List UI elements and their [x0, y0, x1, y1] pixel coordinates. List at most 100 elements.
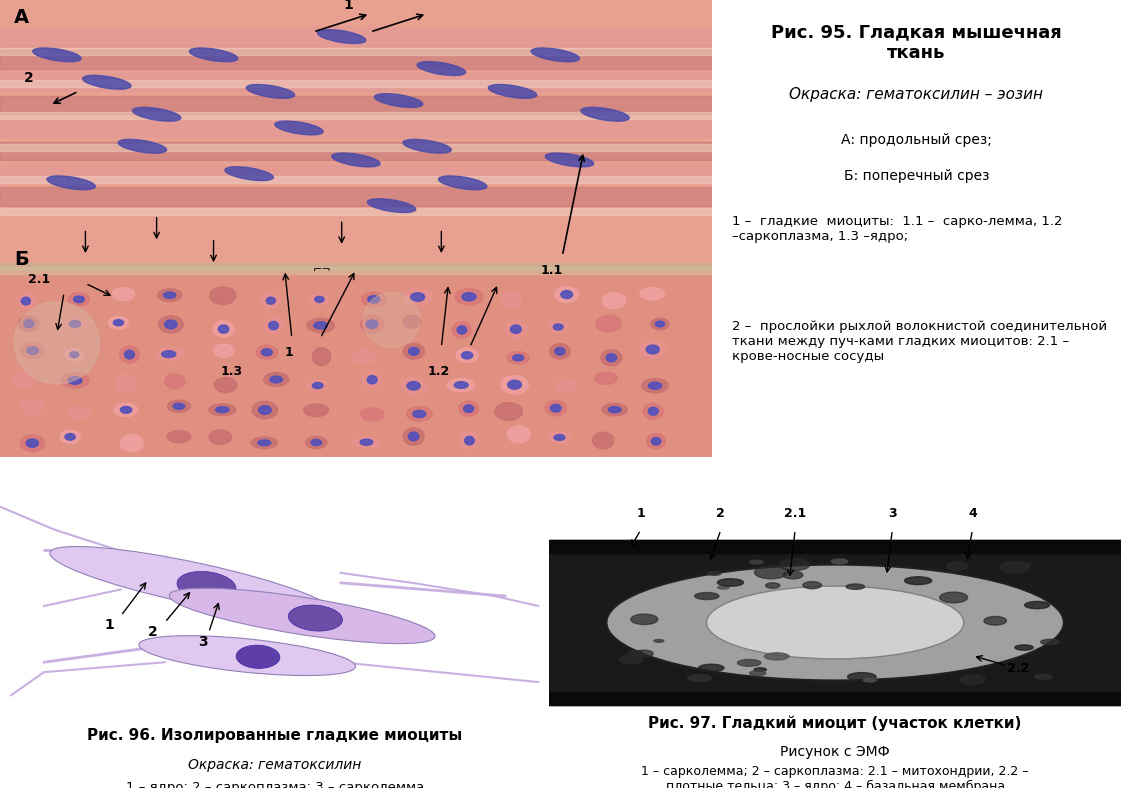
- Ellipse shape: [259, 406, 271, 414]
- Ellipse shape: [237, 645, 280, 668]
- Ellipse shape: [120, 435, 143, 452]
- Ellipse shape: [68, 292, 90, 306]
- Ellipse shape: [209, 403, 235, 415]
- Ellipse shape: [407, 407, 433, 422]
- Text: Окраска: гематоксилин: Окраска: гематоксилин: [188, 758, 361, 772]
- Bar: [0, 265, 712, 457]
- Text: Рис. 96. Изолированные гладкие миоциты: Рис. 96. Изолированные гладкие миоциты: [87, 728, 462, 743]
- Text: 1: 1: [104, 618, 114, 632]
- Ellipse shape: [556, 378, 577, 392]
- Text: 1.1: 1.1: [541, 264, 563, 277]
- Ellipse shape: [21, 297, 30, 305]
- Text: 4: 4: [967, 507, 976, 519]
- Ellipse shape: [766, 583, 780, 589]
- Ellipse shape: [155, 348, 183, 361]
- Text: 1 – сарколемма; 2 – саркоплазма: 2.1 – митохондрии, 2.2 –
плотные тельца; 3 – яд: 1 – сарколемма; 2 – саркоплазма: 2.1 – м…: [641, 765, 1029, 788]
- Ellipse shape: [353, 436, 379, 448]
- Ellipse shape: [765, 652, 789, 660]
- Bar: [0, 267, 712, 274]
- Text: 2: 2: [148, 625, 158, 639]
- Ellipse shape: [332, 153, 380, 167]
- Ellipse shape: [118, 139, 167, 153]
- Ellipse shape: [400, 377, 427, 394]
- Text: А: А: [15, 8, 29, 27]
- Ellipse shape: [847, 673, 876, 681]
- Ellipse shape: [832, 559, 847, 564]
- Ellipse shape: [209, 430, 232, 444]
- Ellipse shape: [109, 317, 129, 329]
- Text: Б: поперечный срез: Б: поперечный срез: [844, 169, 989, 183]
- Bar: [0, 208, 712, 215]
- Ellipse shape: [353, 349, 374, 364]
- Ellipse shape: [59, 430, 81, 444]
- Ellipse shape: [70, 351, 78, 358]
- Ellipse shape: [70, 321, 81, 327]
- Ellipse shape: [15, 302, 100, 384]
- Ellipse shape: [177, 571, 235, 600]
- Text: 1: 1: [285, 347, 294, 359]
- Ellipse shape: [640, 288, 665, 300]
- Ellipse shape: [706, 586, 964, 659]
- Ellipse shape: [548, 321, 568, 333]
- Ellipse shape: [606, 565, 1064, 681]
- Ellipse shape: [258, 440, 271, 446]
- Ellipse shape: [169, 588, 435, 644]
- Bar: [549, 540, 1121, 553]
- Ellipse shape: [62, 373, 89, 388]
- Ellipse shape: [1025, 601, 1049, 608]
- Ellipse shape: [494, 403, 522, 420]
- Ellipse shape: [407, 381, 420, 390]
- Ellipse shape: [947, 562, 967, 570]
- Ellipse shape: [452, 322, 472, 338]
- Bar: [0, 269, 712, 457]
- Ellipse shape: [256, 345, 278, 359]
- Ellipse shape: [19, 316, 39, 332]
- Ellipse shape: [317, 30, 365, 43]
- Text: 2 –  прослойки рыхлой волокнистой соединительной ткани между пуч-ками гладких ми: 2 – прослойки рыхлой волокнистой соедини…: [732, 320, 1108, 363]
- Text: 2: 2: [716, 507, 725, 519]
- Ellipse shape: [313, 382, 323, 388]
- Ellipse shape: [360, 439, 373, 445]
- Ellipse shape: [454, 381, 469, 388]
- Ellipse shape: [167, 400, 191, 412]
- Ellipse shape: [548, 432, 571, 443]
- Ellipse shape: [68, 377, 82, 385]
- Ellipse shape: [782, 571, 803, 579]
- Text: 1: 1: [637, 507, 646, 519]
- Ellipse shape: [367, 320, 378, 329]
- Ellipse shape: [404, 428, 424, 445]
- Bar: [0, 165, 712, 183]
- Ellipse shape: [620, 655, 642, 663]
- Ellipse shape: [1040, 639, 1059, 645]
- Ellipse shape: [361, 408, 383, 421]
- Ellipse shape: [651, 437, 660, 445]
- Ellipse shape: [754, 566, 788, 578]
- Ellipse shape: [417, 61, 465, 76]
- Bar: [0, 142, 712, 160]
- Bar: [0, 188, 712, 206]
- Bar: [0, 263, 712, 269]
- Ellipse shape: [707, 571, 721, 575]
- Ellipse shape: [438, 176, 487, 190]
- Text: 2: 2: [24, 71, 34, 85]
- Ellipse shape: [939, 592, 967, 603]
- Ellipse shape: [408, 348, 419, 355]
- Ellipse shape: [402, 139, 452, 153]
- Bar: [0, 144, 712, 151]
- Ellipse shape: [464, 405, 473, 412]
- Ellipse shape: [501, 376, 528, 394]
- Ellipse shape: [313, 348, 331, 366]
- Bar: [549, 540, 1121, 705]
- Ellipse shape: [1020, 562, 1031, 566]
- Text: Рисунок с ЭМФ: Рисунок с ЭМФ: [780, 745, 890, 759]
- Ellipse shape: [457, 325, 466, 334]
- Ellipse shape: [269, 322, 278, 329]
- Ellipse shape: [26, 439, 38, 448]
- Ellipse shape: [1015, 645, 1034, 650]
- Ellipse shape: [402, 315, 420, 329]
- Ellipse shape: [214, 377, 237, 392]
- Ellipse shape: [213, 321, 234, 337]
- Ellipse shape: [139, 636, 355, 675]
- Ellipse shape: [21, 343, 45, 359]
- Ellipse shape: [219, 325, 229, 333]
